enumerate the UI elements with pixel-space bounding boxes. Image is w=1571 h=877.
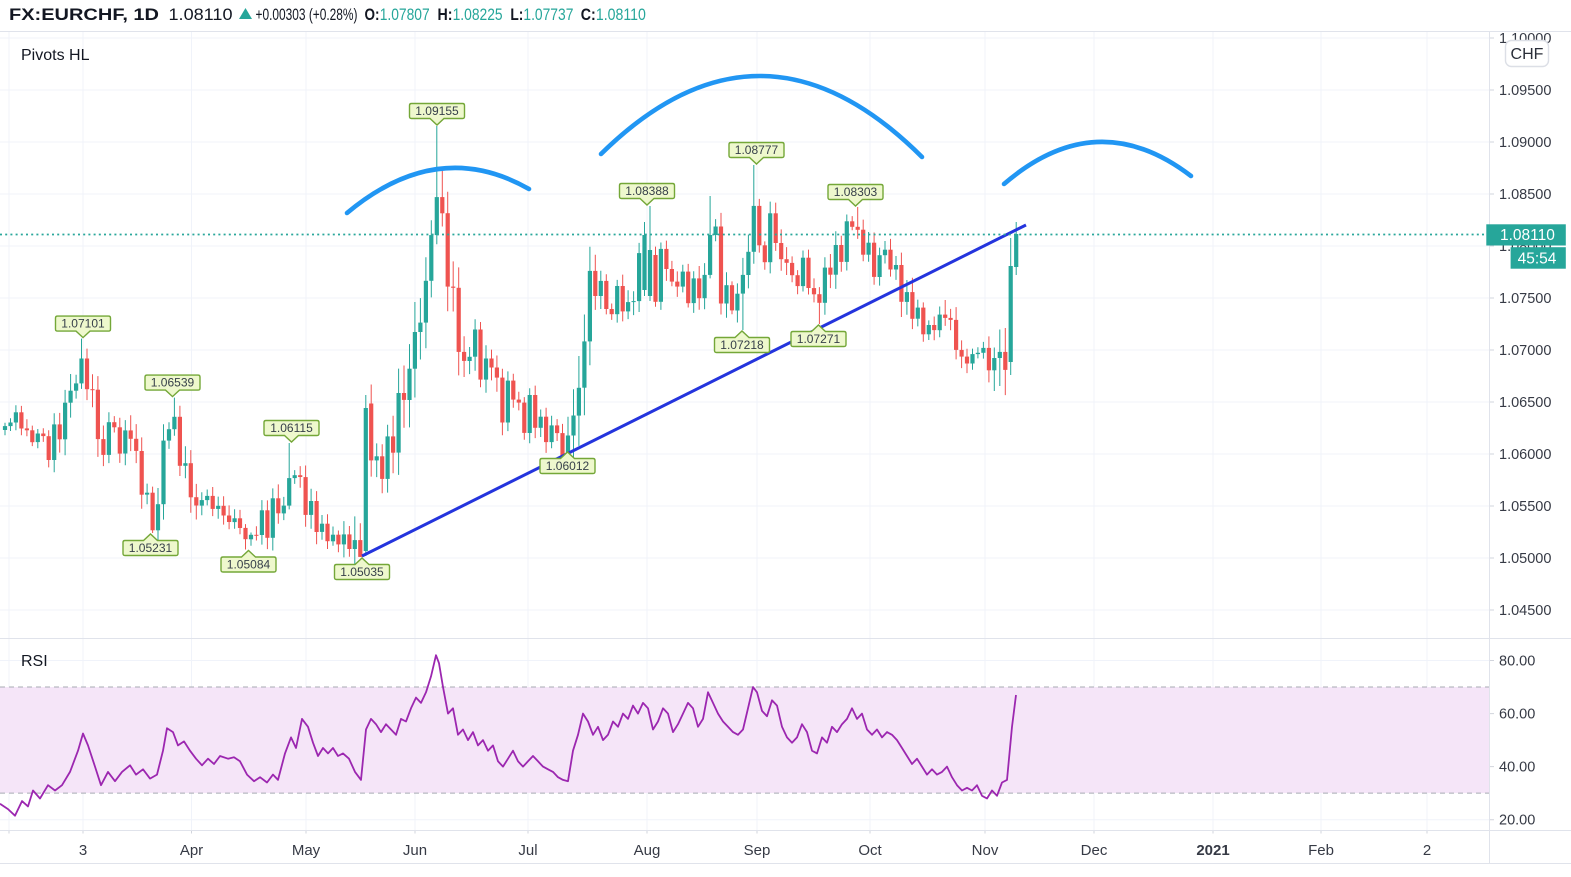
svg-text:May: May bbox=[292, 842, 321, 859]
svg-text:1.07271: 1.07271 bbox=[797, 332, 841, 346]
svg-text:1.06539: 1.06539 bbox=[151, 376, 195, 390]
svg-text:1.08303: 1.08303 bbox=[834, 185, 878, 199]
svg-text:1.07101: 1.07101 bbox=[61, 317, 105, 331]
svg-text:Dec: Dec bbox=[1081, 842, 1108, 859]
svg-text:1.07807: 1.07807 bbox=[380, 6, 430, 24]
svg-text:1.08110: 1.08110 bbox=[169, 6, 233, 24]
svg-text:40.00: 40.00 bbox=[1499, 760, 1535, 776]
svg-text:2021: 2021 bbox=[1196, 842, 1229, 859]
svg-text:Oct: Oct bbox=[858, 842, 882, 859]
svg-text:1.07000: 1.07000 bbox=[1499, 343, 1551, 359]
svg-text:Sep: Sep bbox=[744, 842, 771, 859]
svg-text:1.06000: 1.06000 bbox=[1499, 447, 1551, 463]
svg-text:O:: O: bbox=[365, 6, 380, 24]
svg-text:80.00: 80.00 bbox=[1499, 654, 1535, 670]
svg-text:1.08777: 1.08777 bbox=[735, 143, 779, 157]
svg-text:1.08225: 1.08225 bbox=[453, 6, 503, 24]
svg-text:Aug: Aug bbox=[634, 842, 661, 859]
svg-text:1.04500: 1.04500 bbox=[1499, 603, 1551, 619]
svg-text:1.07218: 1.07218 bbox=[720, 338, 764, 352]
svg-text:1.09155: 1.09155 bbox=[415, 104, 459, 118]
svg-text:1.05084: 1.05084 bbox=[227, 558, 271, 572]
svg-text:1.09000: 1.09000 bbox=[1499, 135, 1551, 151]
svg-text:1.05035: 1.05035 bbox=[340, 565, 384, 579]
svg-text:Jun: Jun bbox=[403, 842, 427, 859]
svg-text:L:: L: bbox=[510, 6, 523, 24]
svg-text:1.06012: 1.06012 bbox=[546, 459, 590, 473]
svg-text:Jul: Jul bbox=[518, 842, 537, 859]
svg-text:60.00: 60.00 bbox=[1499, 707, 1535, 723]
svg-text:Nov: Nov bbox=[972, 842, 999, 859]
svg-text:1.06500: 1.06500 bbox=[1499, 395, 1551, 411]
svg-text:1.08500: 1.08500 bbox=[1499, 187, 1551, 203]
svg-text:Feb: Feb bbox=[1308, 842, 1334, 859]
svg-text:RSI: RSI bbox=[21, 653, 48, 670]
svg-text:Pivots HL: Pivots HL bbox=[21, 47, 90, 64]
svg-text:2: 2 bbox=[1423, 842, 1431, 859]
svg-text:1.08110: 1.08110 bbox=[596, 6, 646, 24]
svg-text:1.08110: 1.08110 bbox=[1500, 227, 1555, 244]
svg-text:1.05231: 1.05231 bbox=[129, 541, 173, 555]
svg-text:1.08388: 1.08388 bbox=[625, 184, 669, 198]
svg-text:C:: C: bbox=[581, 6, 596, 24]
svg-text:3: 3 bbox=[79, 842, 87, 859]
svg-text:1.05500: 1.05500 bbox=[1499, 499, 1551, 515]
svg-text:20.00: 20.00 bbox=[1499, 813, 1535, 829]
svg-text:1.07737: 1.07737 bbox=[523, 6, 573, 24]
svg-text:Apr: Apr bbox=[180, 842, 203, 859]
svg-text:1.06115: 1.06115 bbox=[270, 421, 313, 435]
svg-text:+0.00303 (+0.28%): +0.00303 (+0.28%) bbox=[256, 6, 358, 24]
svg-text:FX:EURCHF, 1D: FX:EURCHF, 1D bbox=[9, 6, 159, 24]
svg-text:1.09500: 1.09500 bbox=[1499, 83, 1551, 99]
svg-text:1.05000: 1.05000 bbox=[1499, 551, 1551, 567]
svg-text:CHF: CHF bbox=[1511, 46, 1544, 63]
svg-text:45:54: 45:54 bbox=[1518, 251, 1557, 268]
svg-text:H:: H: bbox=[438, 6, 453, 24]
svg-text:1.07500: 1.07500 bbox=[1499, 291, 1551, 307]
